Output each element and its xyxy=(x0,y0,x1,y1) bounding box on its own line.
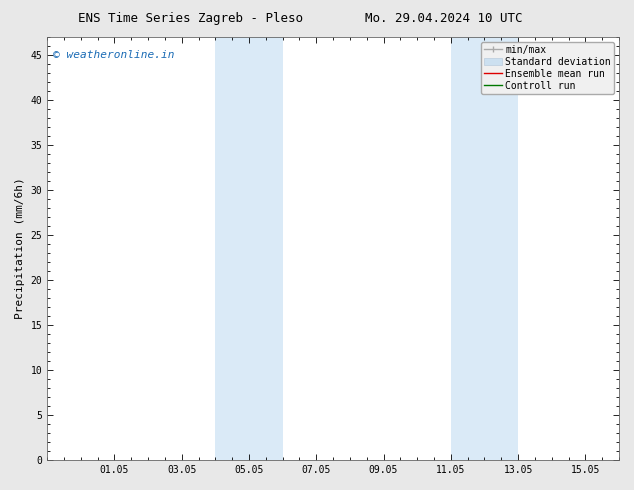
Bar xyxy=(451,37,518,460)
Text: Mo. 29.04.2024 10 UTC: Mo. 29.04.2024 10 UTC xyxy=(365,12,522,25)
Y-axis label: Precipitation (mm/6h): Precipitation (mm/6h) xyxy=(15,178,25,319)
Legend: min/max, Standard deviation, Ensemble mean run, Controll run: min/max, Standard deviation, Ensemble me… xyxy=(481,42,614,94)
Bar xyxy=(216,37,283,460)
Text: ENS Time Series Zagreb - Pleso: ENS Time Series Zagreb - Pleso xyxy=(78,12,302,25)
Text: © weatheronline.in: © weatheronline.in xyxy=(53,50,174,60)
